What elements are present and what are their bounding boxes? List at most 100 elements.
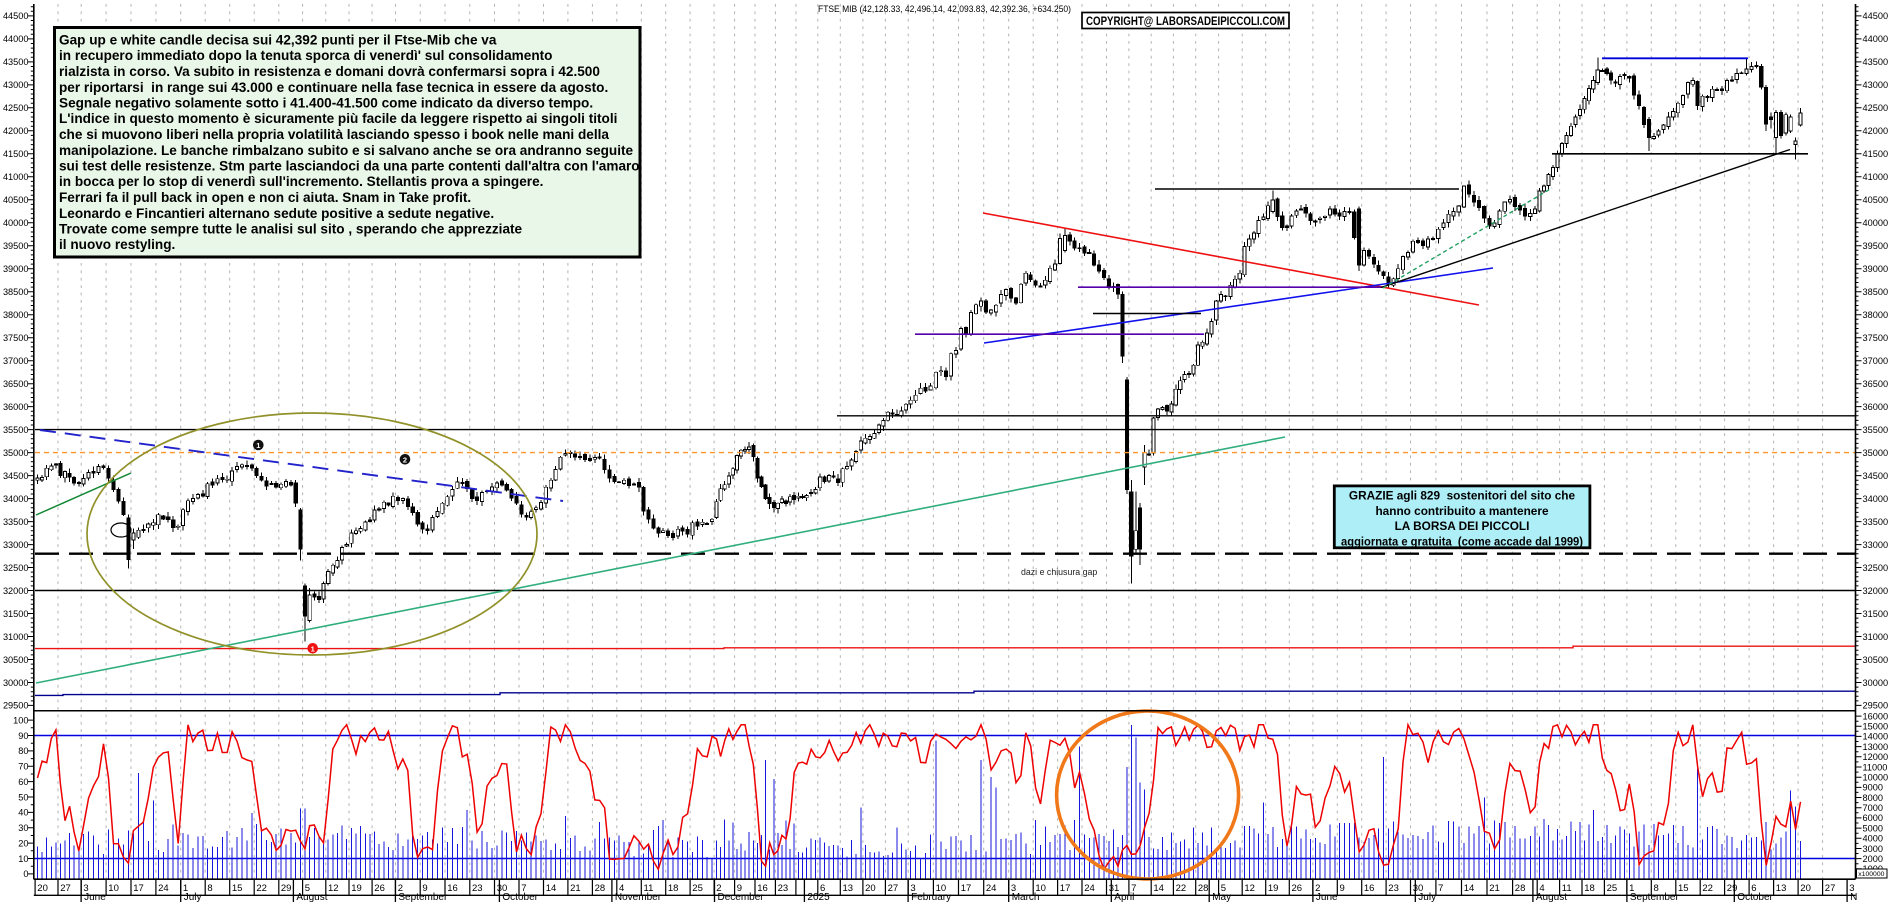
svg-text:11: 11 [1562,883,1572,894]
svg-text:1: 1 [1629,883,1634,894]
svg-text:7: 7 [521,883,526,894]
svg-text:27: 27 [888,883,899,894]
svg-text:36000: 36000 [3,402,29,412]
svg-text:in bocca per lo stop di venerd: in bocca per lo stop di venerdì sull'inc… [59,174,543,189]
svg-text:35500: 35500 [1863,425,1889,435]
svg-text:39000: 39000 [3,264,29,274]
svg-text:100: 100 [13,715,28,725]
svg-text:50: 50 [18,792,28,802]
svg-text:25: 25 [1607,883,1618,894]
svg-text:9000: 9000 [1863,783,1883,793]
svg-text:FTSE MIB (42,128.33, 42,496.14: FTSE MIB (42,128.33, 42,496.14, 42,093.8… [818,4,1071,15]
svg-text:Trovate come sempre tutte le a: Trovate come sempre tutte le analisi sul… [59,222,523,237]
svg-text:4000: 4000 [1863,834,1883,844]
svg-text:44500: 44500 [1863,11,1889,21]
svg-text:September: September [398,892,448,902]
svg-text:16000: 16000 [1863,711,1889,721]
svg-text:80: 80 [18,746,28,756]
svg-text:in recupero immediato dopo la: in recupero immediato dopo la tenuta spo… [59,48,552,63]
svg-text:May: May [1212,892,1231,902]
svg-text:33000: 33000 [3,540,29,550]
svg-text:60: 60 [18,777,28,787]
svg-text:30: 30 [1413,883,1424,894]
svg-text:6: 6 [1751,883,1756,894]
svg-text:38500: 38500 [3,287,29,297]
svg-text:6000: 6000 [1863,813,1883,823]
svg-text:12: 12 [328,883,339,894]
svg-text:22: 22 [256,883,267,894]
svg-text:36500: 36500 [3,379,29,389]
svg-text:40000: 40000 [3,218,29,228]
svg-text:che si muovono liberi nella pr: che si muovono liberi nella propria vola… [59,127,609,142]
svg-text:June: June [1316,892,1338,902]
svg-text:42500: 42500 [1863,103,1889,113]
svg-text:16: 16 [1364,883,1375,894]
svg-text:October: October [1737,892,1773,902]
svg-text:70: 70 [18,762,28,772]
svg-text:17: 17 [1060,883,1071,894]
svg-text:23: 23 [1388,883,1399,894]
svg-text:29500: 29500 [1863,701,1889,711]
svg-text:43500: 43500 [1863,57,1889,67]
svg-text:41000: 41000 [3,172,29,182]
svg-text:43000: 43000 [3,80,29,90]
svg-text:13: 13 [843,883,854,894]
svg-text:1: 1 [311,644,315,653]
svg-text:17: 17 [133,883,144,894]
svg-text:29500: 29500 [3,701,29,711]
svg-text:10: 10 [18,854,28,864]
svg-text:5000: 5000 [1863,823,1883,833]
svg-text:July: July [1418,892,1436,902]
svg-text:19: 19 [1268,883,1279,894]
svg-text:Ferrari fa il pull back in ope: Ferrari fa il pull back in open e non ci… [59,190,471,205]
svg-text:40500: 40500 [3,195,29,205]
svg-text:37500: 37500 [1863,333,1889,343]
svg-text:August: August [296,892,327,902]
svg-text:February: February [911,892,951,902]
svg-text:19: 19 [351,883,362,894]
svg-text:5: 5 [1221,883,1226,894]
svg-text:35000: 35000 [1863,448,1889,458]
svg-text:July: July [184,892,202,902]
svg-text:33500: 33500 [1863,517,1889,527]
svg-text:2: 2 [403,455,407,464]
svg-text:37000: 37000 [3,356,29,366]
svg-text:il nuovo restyling.: il nuovo restyling. [59,237,175,252]
svg-text:30000: 30000 [3,678,29,688]
svg-text:1: 1 [183,883,188,894]
svg-text:Gap up e white candle decisa s: Gap up e white candle decisa sui 42,392 … [59,33,497,48]
svg-text:3: 3 [1011,883,1016,894]
svg-text:8: 8 [207,883,212,894]
svg-text:23: 23 [472,883,483,894]
svg-text:16: 16 [447,883,458,894]
svg-text:10: 10 [1035,883,1046,894]
svg-text:42000: 42000 [3,126,29,136]
svg-text:sui test delle resistenze. Stm: sui test delle resistenze. Stm parte las… [59,159,640,174]
svg-text:35000: 35000 [3,448,29,458]
svg-text:1: 1 [256,441,260,450]
svg-text:8000: 8000 [1863,793,1883,803]
svg-text:7000: 7000 [1863,803,1883,813]
svg-text:20: 20 [18,838,28,848]
svg-text:40500: 40500 [1863,195,1889,205]
svg-text:24: 24 [986,883,997,894]
svg-text:37000: 37000 [1863,356,1889,366]
svg-text:43500: 43500 [3,57,29,67]
svg-text:17: 17 [961,883,972,894]
svg-text:42000: 42000 [1863,126,1889,136]
svg-text:31000: 31000 [1863,632,1889,642]
svg-text:24: 24 [1084,883,1095,894]
svg-text:x100000: x100000 [1858,871,1884,878]
svg-text:2025: 2025 [807,892,830,902]
svg-text:21: 21 [570,883,581,894]
svg-text:38500: 38500 [1863,287,1889,297]
svg-text:31: 31 [1109,883,1120,894]
svg-text:September: September [1630,892,1680,902]
svg-text:23: 23 [778,883,789,894]
svg-text:8: 8 [1654,883,1659,894]
svg-text:15: 15 [1678,883,1689,894]
svg-text:June: June [84,892,106,902]
svg-text:35500: 35500 [3,425,29,435]
svg-text:38000: 38000 [1863,310,1889,320]
svg-text:38000: 38000 [3,310,29,320]
